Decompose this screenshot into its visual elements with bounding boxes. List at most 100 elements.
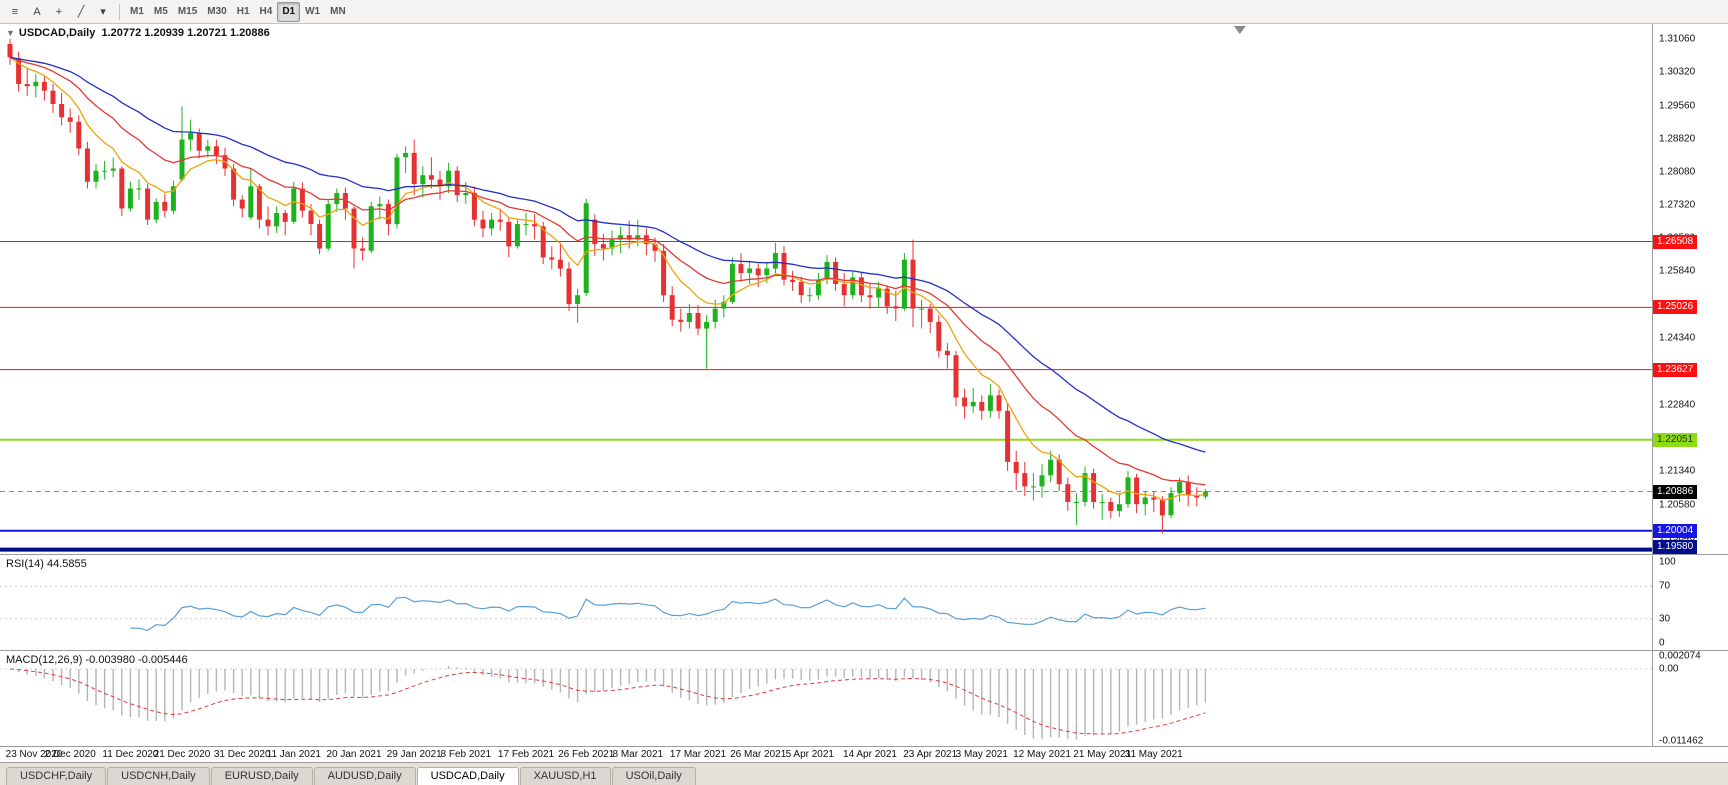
date-axis-label: 2 Dec 2020 — [44, 749, 96, 760]
price-axis-label: 1.31060 — [1659, 33, 1696, 45]
date-axis-label: 17 Mar 2021 — [669, 749, 727, 760]
toolbar-separator — [119, 3, 120, 20]
date-axis-label: 26 Feb 2021 — [558, 749, 615, 760]
macd-name: MACD(12,26,9) — [6, 654, 83, 666]
price-level-box: 1.20004 — [1653, 523, 1698, 538]
date-axis-label: 12 May 2021 — [1013, 749, 1071, 760]
price-level-box: 1.20886 — [1653, 484, 1698, 499]
date-axis-label: 17 Feb 2021 — [497, 749, 555, 760]
price-axis-label: 1.24340 — [1659, 332, 1696, 344]
price-axis-label: 1.27320 — [1659, 199, 1696, 211]
tab-audusd-daily[interactable]: AUDUSD,Daily — [313, 767, 416, 785]
price-axis-label: 1.19840 — [1659, 532, 1696, 544]
date-axis-label: 29 Jan 2021 — [386, 749, 442, 760]
tab-usdchf-daily[interactable]: USDCHF,Daily — [6, 767, 107, 785]
date-axis-label: 11 Dec 2020 — [102, 749, 159, 760]
main-price-axis[interactable]: 1.31060 1.30320 1.29560 1.28820 1.28080 1.273… — [1652, 24, 1728, 554]
macd-axis[interactable]: 0.002074 0.00 -0.011462 — [1652, 651, 1728, 746]
chart-tabs: USDCHF,Daily USDCNH,Daily EURUSD,Daily AUDU… — [0, 763, 1728, 785]
macd-panel: MACD(12,26,9) -0.003980 -0.005446 0.0020… — [0, 651, 1728, 747]
timeframe-h4-button[interactable]: H4 — [259, 6, 273, 17]
price-axis-label: 1.29560 — [1659, 100, 1696, 112]
date-axis-label: 21 May 2021 — [1073, 749, 1132, 760]
price-axis-label: 1.28080 — [1659, 166, 1696, 178]
chart-symbol-period: USDCAD,Daily — [18, 27, 96, 39]
price-level-box: 1.23627 — [1653, 362, 1698, 377]
date-axis-label: 23 Apr 2021 — [903, 749, 958, 760]
cursor-tool-button[interactable]: A — [33, 5, 41, 18]
rsi-axis-label: 70 — [1659, 580, 1671, 592]
ohlc-open: 1.20772 — [101, 27, 142, 39]
date-axis-label: 23 Nov 2020 — [5, 749, 63, 760]
candlestick-chart — [0, 26, 1652, 552]
date-axis-label: 26 Mar 2021 — [730, 749, 787, 760]
main-plot[interactable] — [0, 24, 1652, 554]
tools-dropdown-button[interactable]: ▾ — [100, 6, 106, 18]
rsi-axis-label: 0 — [1659, 637, 1665, 649]
ohlc-high: 1.20939 — [144, 27, 185, 39]
charts-menu-button[interactable]: ≡ — [11, 5, 19, 18]
timeframe-m30-button[interactable]: M30 — [207, 6, 227, 17]
price-axis-label: 1.30320 — [1659, 66, 1696, 78]
ohlc-close: 1.20886 — [229, 27, 270, 39]
toolbar: ≡ A + ╱ ▾ M1 M5 M15 M30 H1 H4 D1 W1 MN — [0, 0, 1728, 24]
date-axis-label: 5 Apr 2021 — [785, 749, 834, 760]
tab-eurusd-daily[interactable]: EURUSD,Daily — [210, 767, 313, 785]
date-axis-label: 31 Dec 2020 — [213, 749, 271, 760]
tab-usdcnh-daily[interactable]: USDCNH,Daily — [107, 767, 210, 785]
rsi-panel: RSI(14) 44.5855 100 70 30 0 — [0, 555, 1728, 651]
rsi-name: RSI(14) — [6, 558, 44, 570]
chart-area: ▼ USDCAD,Daily 1.20772 1.20939 1.20721 1.… — [0, 24, 1728, 763]
date-axis-label: 8 Feb 2021 — [440, 749, 492, 760]
macd-value: -0.003980 -0.005446 — [85, 654, 188, 666]
price-level-box: 1.22051 — [1653, 432, 1698, 447]
timeframe-m1-button[interactable]: M1 — [130, 6, 144, 17]
timeframe-d1-button[interactable]: D1 — [277, 1, 301, 22]
timeframe-w1-button[interactable]: W1 — [305, 6, 321, 17]
timeframe-m5-button[interactable]: M5 — [153, 6, 168, 17]
chart-title: ▼ USDCAD,Daily 1.20772 1.20939 1.20721 1.… — [6, 27, 270, 39]
date-axis: 23 Nov 2020 2 Dec 2020 11 Dec 2020 21 Dec 2… — [0, 747, 1728, 763]
rsi-label: RSI(14) 44.5855 — [6, 558, 87, 570]
timeframe-m15-button[interactable]: M15 — [177, 6, 198, 17]
macd-axis-label: 0.00 — [1659, 663, 1679, 675]
rsi-axis-label: 30 — [1659, 613, 1671, 625]
price-axis-label: 1.20580 — [1659, 499, 1696, 511]
chart-shift-marker — [1233, 26, 1246, 34]
date-axis-label: 3 May 2021 — [955, 749, 1008, 760]
macd-axis-label: 0.002074 — [1659, 651, 1701, 662]
date-axis-label: 31 May 2021 — [1124, 749, 1183, 760]
rsi-axis[interactable]: 100 70 30 0 — [1652, 555, 1728, 650]
price-axis-label: 1.21340 — [1659, 465, 1696, 477]
macd-axis-label: -0.011462 — [1659, 735, 1704, 747]
trendline-tool-button[interactable]: ╱ — [77, 6, 85, 18]
price-level-box: 1.19580 — [1653, 540, 1698, 554]
price-axis-label: 1.22840 — [1659, 399, 1696, 411]
rsi-chart — [0, 585, 1652, 632]
main-panel: ▼ USDCAD,Daily 1.20772 1.20939 1.20721 1.… — [0, 24, 1728, 555]
rsi-value: 44.5855 — [46, 558, 87, 570]
macd-chart — [0, 666, 1652, 740]
macd-label: MACD(12,26,9) -0.003980 -0.005446 — [6, 654, 188, 666]
tab-usoil-daily[interactable]: USOil,Daily — [611, 767, 696, 785]
toolbar-tools: ≡ A + ╱ ▾ — [4, 2, 114, 22]
crosshair-tool-button[interactable]: + — [55, 5, 63, 18]
price-axis-label: 1.25840 — [1659, 265, 1696, 277]
tab-xauusd-h1[interactable]: XAUUSD,H1 — [519, 767, 611, 785]
timeframe-h1-button[interactable]: H1 — [236, 6, 250, 17]
price-axis-label: 1.28820 — [1659, 133, 1696, 145]
rsi-plot[interactable] — [0, 555, 1652, 650]
date-axis-label: 20 Jan 2021 — [326, 749, 382, 760]
toolbar-timeframes: M1 M5 M15 M30 H1 H4 D1 W1 MN — [125, 1, 351, 22]
macd-plot[interactable] — [0, 651, 1652, 746]
price-level-box: 1.26508 — [1653, 234, 1698, 249]
timeframe-mn-button[interactable]: MN — [330, 6, 346, 17]
rsi-axis-label: 100 — [1659, 556, 1676, 568]
date-axis-label: 14 Apr 2021 — [843, 749, 897, 760]
collapse-icon[interactable]: ▼ — [6, 28, 15, 38]
date-axis-label: 21 Dec 2020 — [153, 749, 211, 760]
date-axis-label: 11 Jan 2021 — [266, 749, 321, 760]
date-axis-label: 8 Mar 2021 — [612, 749, 664, 760]
tab-usdcad-daily[interactable]: USDCAD,Daily — [416, 767, 519, 785]
